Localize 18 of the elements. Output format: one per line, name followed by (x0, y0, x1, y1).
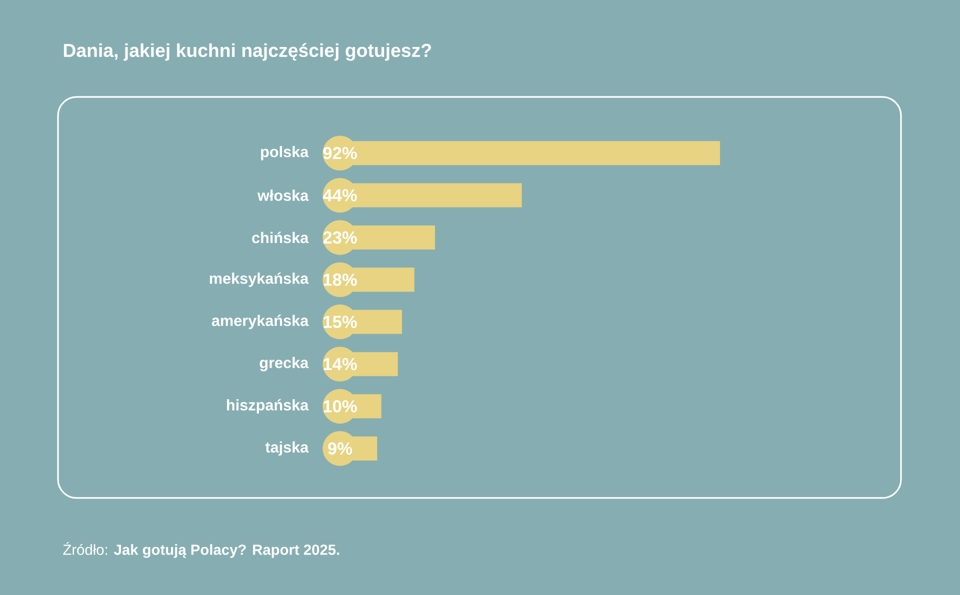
y-tick-label: amerykańska (212, 314, 309, 330)
y-tick-label: polska (261, 146, 309, 160)
y-tick-label: tajska (265, 441, 309, 456)
data-label: 23% (323, 231, 357, 244)
chart-title: Dania, jakiej kuchni najczęściej gotujesz? (64, 43, 431, 61)
y-tick-label: chińska (252, 232, 309, 244)
text: Źródło: Jak gotują Polacy? Raport 2025. (63, 542, 340, 558)
data-label: 92% (323, 146, 357, 160)
y-tick-label: meksykańska (210, 272, 309, 287)
y-tick-label: włoska (257, 190, 309, 201)
data-label: 10% (324, 400, 357, 412)
y-tick-label: hiszpańska (227, 399, 309, 414)
data-label: 44% (322, 189, 357, 202)
data-label: 15% (324, 316, 357, 328)
y-tick-label: grecka (260, 356, 309, 372)
data-label: 18% (324, 274, 357, 286)
data-label: 14% (324, 358, 357, 370)
data-label: 9% (328, 442, 352, 455)
